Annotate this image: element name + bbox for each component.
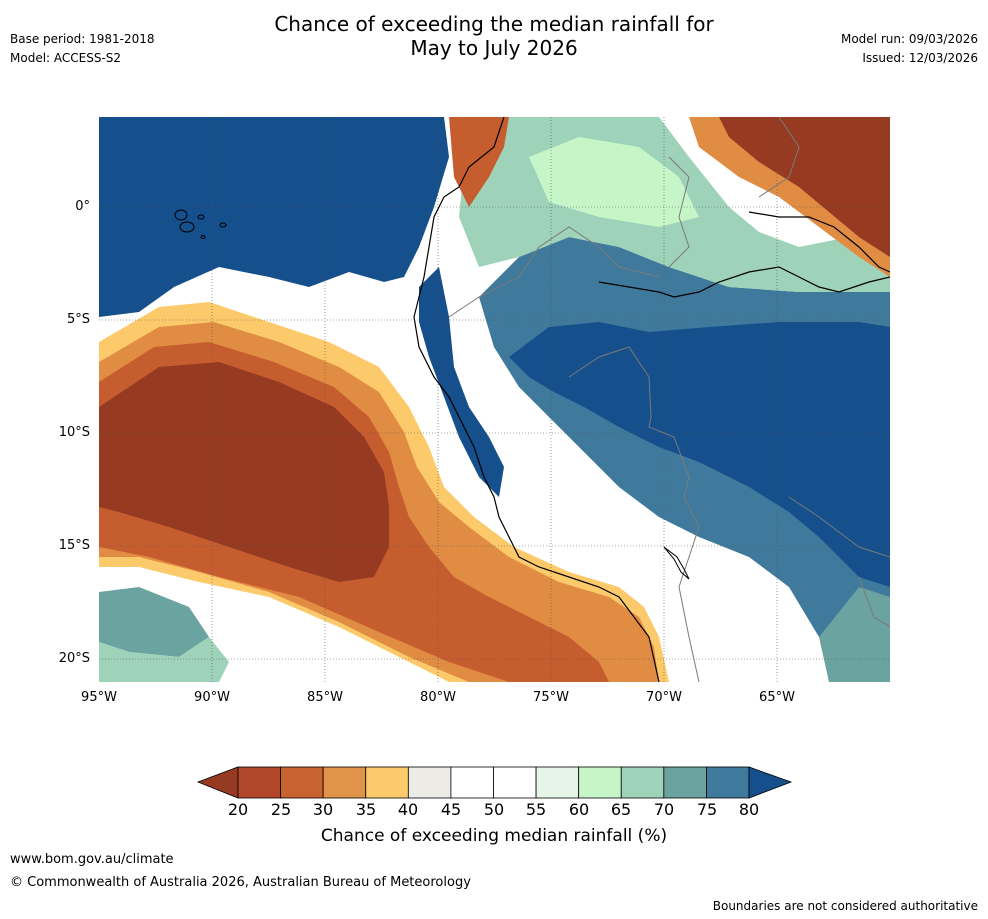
colorbar-tick-25: 25: [270, 800, 292, 819]
north-pale-green-band: [529, 137, 699, 227]
colorbar: [196, 766, 793, 799]
colorbar-label: Chance of exceeding median rainfall (%): [320, 826, 668, 846]
colorbar-cell: [535, 766, 580, 799]
lon-label-95w: 95°W: [81, 690, 117, 705]
colorbar-cell: [663, 766, 707, 799]
lat-label-15s: 15°S: [58, 538, 90, 553]
coastline: [413, 117, 660, 682]
colorbar-tick-30: 30: [312, 800, 334, 819]
base-period-label: Base period: 1981-2018: [10, 32, 155, 46]
colorbar-low-arrow: [196, 766, 239, 799]
graticule: [99, 117, 890, 682]
colorbar-cell: [493, 766, 537, 799]
colorbar-high-arrow: [748, 766, 793, 799]
colorbar-tick-40: 40: [397, 800, 419, 819]
lat-label-0: 0°: [75, 199, 90, 214]
colorbar-tick-50: 50: [483, 800, 505, 819]
colorbar-tick-35: 35: [355, 800, 377, 819]
colorbar-cells: [237, 766, 750, 799]
colorbar-cell: [365, 766, 409, 799]
colorbar-cell: [322, 766, 367, 799]
disclaimer-text: Boundaries are not considered authoritat…: [712, 899, 978, 913]
north-coastline: [598, 266, 890, 298]
lat-label-10s: 10°S: [58, 425, 90, 440]
southeast-teal-region: [819, 587, 890, 682]
colorbar-cell: [450, 766, 494, 799]
rainfall-map: [99, 117, 890, 682]
colorbar-tick-20: 20: [227, 800, 249, 819]
lon-label-75w: 75°W: [533, 690, 569, 705]
lat-label-20s: 20°S: [58, 651, 90, 666]
colorbar-tick-60: 60: [568, 800, 590, 819]
copyright-text: © Commonwealth of Australia 2026, Austra…: [10, 875, 471, 890]
colorbar-cell: [407, 766, 452, 799]
galapagos-islands: [174, 209, 227, 239]
lake-titicaca: [663, 546, 690, 580]
southwest-green-region: [99, 637, 229, 682]
page-title: Chance of exceeding the median rainfall …: [0, 12, 988, 60]
lon-label-70w: 70°W: [646, 690, 682, 705]
model-label: Model: ACCESS-S2: [10, 51, 122, 65]
southwest-teal-region: [99, 587, 209, 657]
colorbar-cell: [578, 766, 622, 799]
model-run-label: Model run: 09/03/2026: [840, 32, 978, 46]
interior-very-high-chance-region: [509, 322, 890, 587]
north-coastal-dry-patch: [449, 117, 509, 207]
lon-label-80w: 80°W: [420, 690, 456, 705]
colorbar-tick-80: 80: [738, 800, 760, 819]
colorbar-cell: [237, 766, 281, 799]
colorbar-cell: [620, 766, 665, 799]
colorbar-tick-75: 75: [696, 800, 718, 819]
issued-label: Issued: 12/03/2026: [862, 51, 978, 65]
northeast-dry-core: [719, 117, 890, 257]
colorbar-tick-70: 70: [653, 800, 675, 819]
country-borders: [448, 117, 890, 682]
coastal-wet-strip: [419, 267, 504, 497]
colorbar-cell: [280, 766, 324, 799]
website-link[interactable]: www.bom.gov.au/climate: [10, 852, 174, 867]
dry-region-core: [99, 362, 389, 582]
lon-label-90w: 90°W: [194, 690, 230, 705]
colorbar-cell: [706, 766, 750, 799]
ocean-high-chance-region: [99, 117, 449, 317]
colorbar-tick-55: 55: [525, 800, 547, 819]
colorbar-tick-65: 65: [610, 800, 632, 819]
lon-label-85w: 85°W: [307, 690, 343, 705]
title-line-1: Chance of exceeding the median rainfall …: [274, 12, 714, 36]
lat-label-5s: 5°S: [66, 312, 90, 327]
lon-label-65w: 65°W: [759, 690, 795, 705]
upper-coastline: [748, 211, 890, 273]
title-line-2: May to July 2026: [410, 36, 578, 60]
colorbar-tick-45: 45: [440, 800, 462, 819]
